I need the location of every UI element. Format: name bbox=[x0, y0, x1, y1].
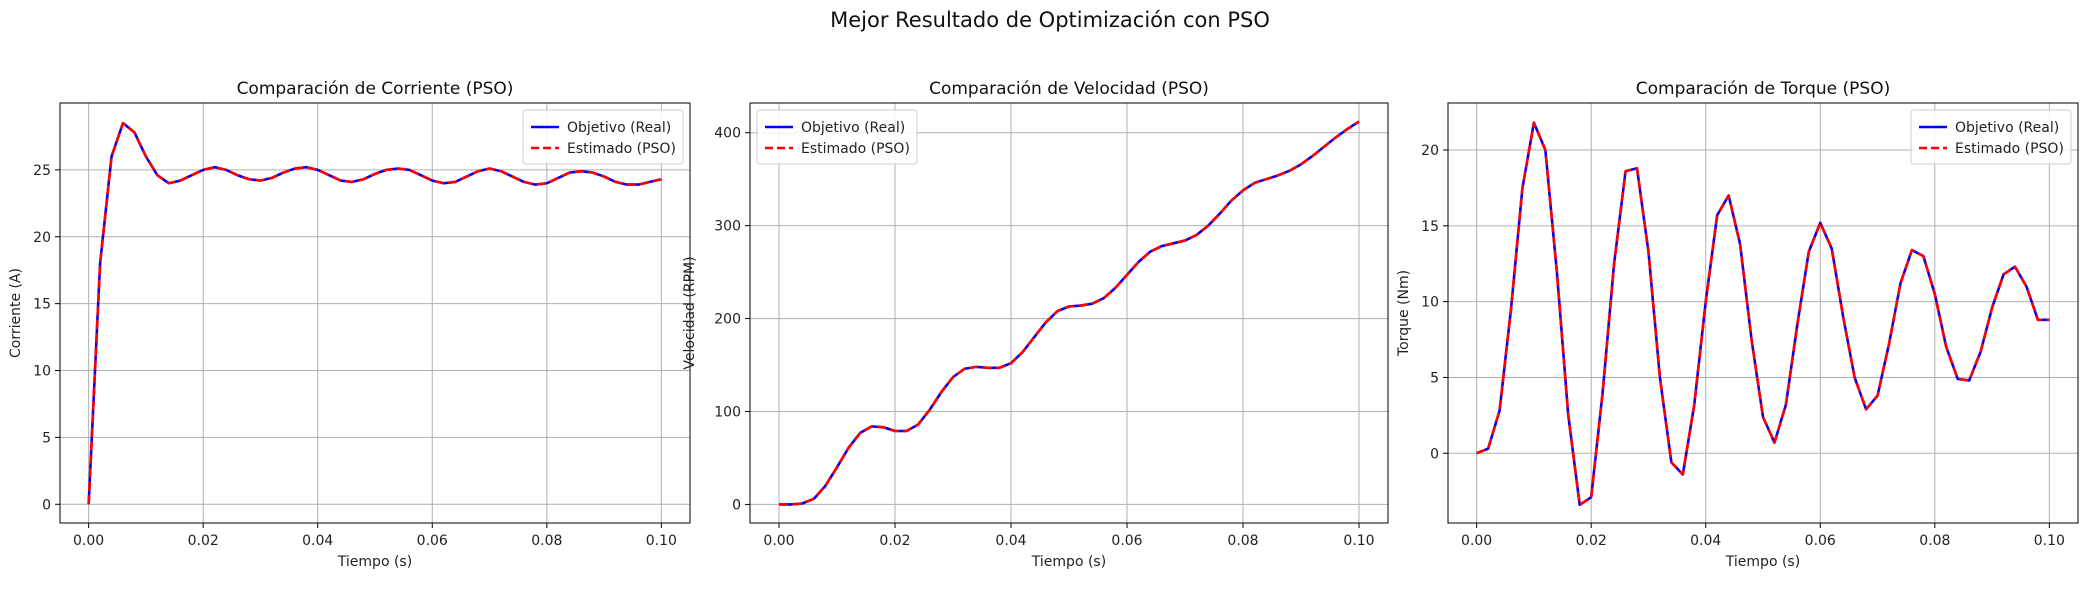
torque-legend: Objetivo (Real) Estimado (PSO) bbox=[1910, 109, 2072, 165]
current-grid bbox=[60, 103, 690, 523]
torque-axes-frame bbox=[1447, 102, 2079, 524]
current-legend: Objetivo (Real) Estimado (PSO) bbox=[522, 109, 684, 165]
torque-legend-estimated-label: Estimado (PSO) bbox=[1955, 141, 2064, 157]
current-estimated-series-line bbox=[87, 121, 662, 505]
speed-grid bbox=[750, 103, 1388, 523]
current-x-tick-label: 0.02 bbox=[188, 533, 219, 549]
current-y-tick-label: 20 bbox=[33, 230, 51, 246]
torque-chart-panel: 0.00 0.02 0.04 0.06 0.08 0.10 0 5 10 15 20 Comparac… bbox=[1396, 79, 2079, 570]
figure-title: Mejor Resultado de Optimización con PSO bbox=[830, 8, 1270, 32]
torque-x-tick-label: 0.02 bbox=[1576, 533, 1607, 549]
torque-y-tick-label: 15 bbox=[1421, 219, 1439, 235]
speed-x-axis-label: Tiempo (s) bbox=[1031, 554, 1106, 570]
speed-y-tick-label: 0 bbox=[732, 497, 741, 513]
speed-real-series-line bbox=[779, 120, 1360, 506]
current-x-tick-label: 0.06 bbox=[417, 533, 448, 549]
speed-x-tick-label: 0.10 bbox=[1343, 533, 1374, 549]
speed-legend: Objetivo (Real) Estimado (PSO) bbox=[756, 109, 918, 165]
torque-x-tick-label: 0.00 bbox=[1461, 533, 1492, 549]
speed-legend-estimated-label: Estimado (PSO) bbox=[801, 141, 910, 157]
current-y-axis-label: Corriente (A) bbox=[8, 268, 24, 358]
current-y-tick-label: 10 bbox=[33, 364, 51, 380]
speed-x-tick-label: 0.06 bbox=[1111, 533, 1142, 549]
speed-y-tick-label: 400 bbox=[714, 126, 741, 142]
speed-y-tick-label: 100 bbox=[714, 404, 741, 420]
speed-x-tick-label: 0.02 bbox=[879, 533, 910, 549]
current-x-tick-label: 0.10 bbox=[646, 533, 677, 549]
torque-y-tick-label: 20 bbox=[1421, 143, 1439, 159]
torque-y-tick-label: 10 bbox=[1421, 295, 1439, 311]
current-x-axis-label: Tiempo (s) bbox=[337, 554, 412, 570]
current-y-tick-label: 25 bbox=[33, 163, 51, 179]
torque-x-tick-label: 0.10 bbox=[2034, 533, 2065, 549]
speed-y-tick-label: 200 bbox=[714, 312, 741, 328]
torque-y-tick-label: 5 bbox=[1430, 370, 1439, 386]
speed-chart-title: Comparación de Velocidad (PSO) bbox=[929, 79, 1209, 99]
speed-y-tick-label: 300 bbox=[714, 219, 741, 235]
torque-estimated-series-line bbox=[1476, 121, 2050, 507]
speed-x-tick-label: 0.08 bbox=[1227, 533, 1258, 549]
torque-legend-box bbox=[1910, 109, 2072, 165]
torque-chart-title: Comparación de Torque (PSO) bbox=[1636, 79, 1890, 99]
current-x-tick-label: 0.00 bbox=[73, 533, 104, 549]
current-x-tick-label: 0.08 bbox=[531, 533, 562, 549]
speed-legend-box bbox=[756, 109, 918, 165]
speed-estimated-series-line bbox=[779, 120, 1360, 506]
current-legend-estimated-label: Estimado (PSO) bbox=[567, 141, 676, 157]
torque-x-tick-label: 0.06 bbox=[1805, 533, 1836, 549]
torque-legend-real-label: Objetivo (Real) bbox=[1955, 120, 2059, 136]
current-chart-panel: 0.00 0.02 0.04 0.06 0.08 0.10 0 5 10 15 20 25 Compar… bbox=[8, 79, 691, 570]
current-real-series-line bbox=[87, 121, 662, 505]
current-y-tick-label: 5 bbox=[42, 430, 51, 446]
torque-grid bbox=[1448, 103, 2078, 523]
torque-real-series-line bbox=[1476, 121, 2050, 507]
current-y-tick-label: 15 bbox=[33, 297, 51, 313]
current-axes-frame bbox=[59, 102, 691, 524]
torque-y-axis-label: Torque (Nm) bbox=[1396, 270, 1412, 357]
current-legend-real-label: Objetivo (Real) bbox=[567, 120, 671, 136]
speed-x-tick-label: 0.04 bbox=[995, 533, 1026, 549]
speed-chart-panel: 0.00 0.02 0.04 0.06 0.08 0.10 0 100 200 300 400 Com… bbox=[682, 79, 1389, 570]
torque-x-tick-label: 0.08 bbox=[1919, 533, 1950, 549]
speed-legend-real-label: Objetivo (Real) bbox=[801, 120, 905, 136]
torque-x-axis-label: Tiempo (s) bbox=[1725, 554, 1800, 570]
current-x-tick-label: 0.04 bbox=[302, 533, 333, 549]
torque-y-tick-label: 0 bbox=[1430, 446, 1439, 462]
speed-y-axis-label: Velocidad (RPM) bbox=[682, 256, 698, 369]
current-y-tick-label: 0 bbox=[42, 497, 51, 513]
torque-x-tick-label: 0.04 bbox=[1690, 533, 1721, 549]
speed-x-tick-label: 0.00 bbox=[763, 533, 794, 549]
current-chart-title: Comparación de Corriente (PSO) bbox=[237, 79, 514, 99]
speed-axes-frame bbox=[749, 102, 1389, 524]
current-legend-box bbox=[522, 109, 684, 165]
